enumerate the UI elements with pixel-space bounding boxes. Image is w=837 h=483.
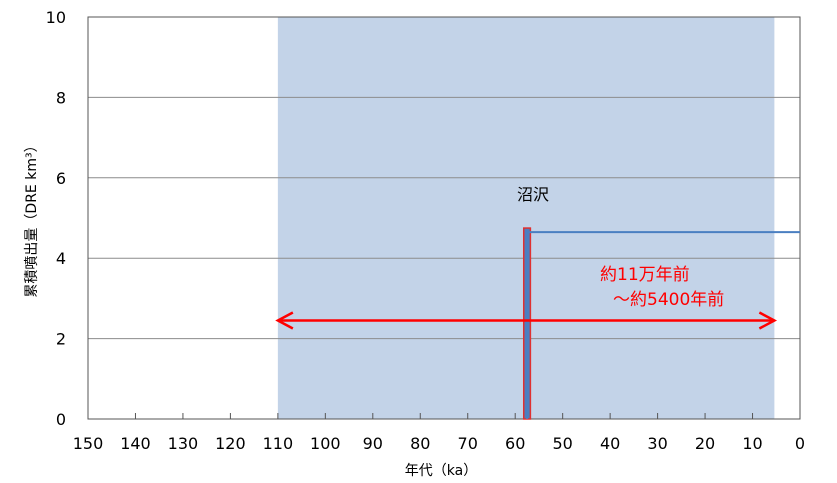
plot-frame [87,16,801,420]
x-tick-label: 50 [552,434,572,453]
x-tick-label: 150 [73,434,104,453]
cumulative-volume-line [526,231,800,419]
x-axis-title: 年代（ka） [405,463,477,479]
y-tick-label: 2 [56,330,66,349]
x-tick-label: 100 [310,434,341,453]
y-tick-label: 0 [56,410,66,429]
x-tick-label: 110 [263,434,294,453]
x-tick-label: 30 [647,434,667,453]
series-lines [526,231,800,419]
y-tick-label: 8 [56,88,66,107]
grid-lines [88,96,800,340]
y-tick-label: 4 [56,249,66,268]
x-tick-label: 0 [795,434,805,453]
period-label-line2: ～約5400年前 [613,290,724,310]
x-tick-label: 80 [410,434,430,453]
x-tick-label: 120 [215,434,246,453]
y-axis-title: 累積噴出量（DRE km³） [24,138,40,297]
y-tick-label: 10 [46,8,66,27]
period-label-line1: 約11万年前 [600,265,690,285]
x-tick-label: 70 [458,434,478,453]
x-tick-label: 130 [168,434,199,453]
range-arrow [275,311,778,330]
y-ticks: 0 2 4 6 8 10 [46,8,66,429]
x-tick-label: 40 [600,434,620,453]
x-tick-label: 10 [742,434,762,453]
y-tick-label: 6 [56,169,66,188]
x-tick-label: 20 [695,434,715,453]
x-tick-label: 140 [120,434,151,453]
eruption-label: 沼沢 [517,185,549,204]
range-arrow-head-right [758,311,778,330]
x-tick-label: 60 [505,434,525,453]
x-ticks: 150 140 130 120 110 100 90 80 70 60 50 40 30 20 10 0 [73,413,805,453]
range-arrow-head-left [275,311,294,330]
x-tick-label: 90 [363,434,383,453]
